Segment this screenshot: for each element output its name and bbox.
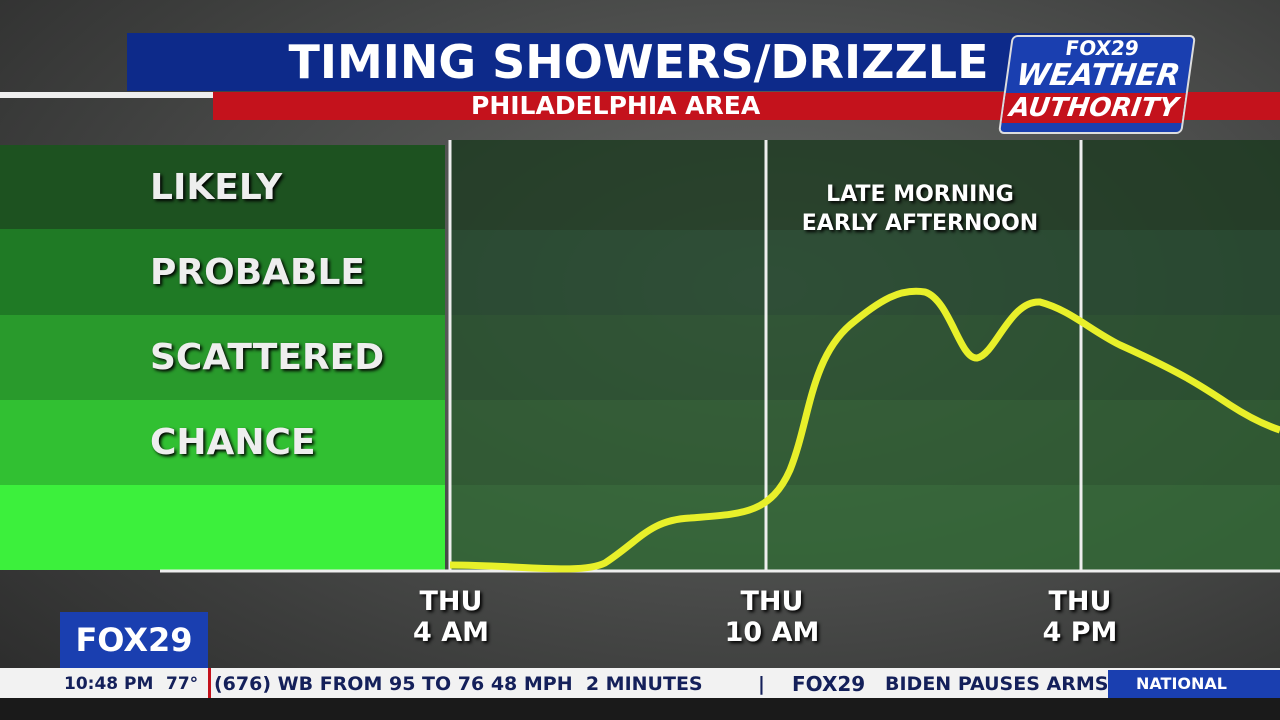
ticker-section: NATIONAL: [1108, 670, 1280, 698]
bottom-edge: [0, 698, 1280, 720]
accent-line: [0, 92, 213, 98]
level-band: [0, 485, 445, 570]
day: THU: [419, 586, 483, 617]
level: PROBABLE: [0, 229, 445, 315]
bug-logo: FOX29: [60, 612, 208, 668]
shower-curve: [449, 287, 1280, 573]
level: SCATTERED: [0, 315, 445, 400]
ticker-bar: [0, 668, 1280, 698]
time-label: THU 10 AM: [702, 586, 842, 648]
annotation-line: LATE MORNING: [826, 182, 1014, 207]
title: TIMING SHOWERS/DRIZZLE: [127, 33, 1150, 91]
clock: 10:48 PM: [64, 674, 154, 694]
time-label: THU 4 PM: [1010, 586, 1150, 648]
ticker-brand: FOX29: [792, 672, 866, 696]
day: THU: [740, 586, 804, 617]
annotation-line: EARLY AFTERNOON: [801, 211, 1039, 236]
day: THU: [1048, 586, 1112, 617]
annotation: LATE MORNING EARLY AFTERNOON: [760, 180, 1080, 238]
time-label: THU 4 AM: [381, 586, 521, 648]
time: 10 AM: [724, 617, 820, 648]
level: CHANCE: [0, 400, 445, 485]
time: 4 AM: [413, 617, 489, 648]
ticker-sep: |: [758, 673, 765, 695]
band: [450, 140, 1280, 230]
temperature: 77°: [166, 674, 199, 694]
band: [450, 230, 1280, 315]
ticker-divider: [208, 668, 211, 698]
band: [450, 485, 1280, 570]
time: 4 PM: [1042, 617, 1118, 648]
ticker-text: BIDEN PAUSES ARMS: [885, 673, 1107, 695]
band: [450, 400, 1280, 485]
level: LIKELY: [0, 145, 445, 229]
band: [450, 315, 1280, 400]
ticker-text: (676) WB FROM 95 TO 76 48 MPH 2 MINUTES: [214, 673, 703, 695]
